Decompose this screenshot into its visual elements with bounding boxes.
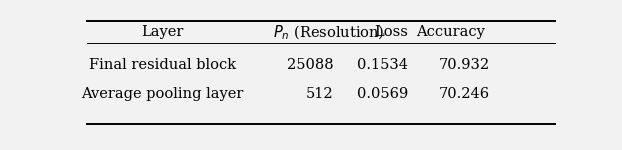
Text: Loss: Loss (374, 26, 408, 39)
Text: 70.932: 70.932 (439, 58, 490, 72)
Text: Average pooling layer: Average pooling layer (81, 87, 243, 101)
Text: Final residual block: Final residual block (88, 58, 236, 72)
Text: 512: 512 (305, 87, 333, 101)
Text: 0.1534: 0.1534 (357, 58, 408, 72)
Text: 70.246: 70.246 (439, 87, 490, 101)
Text: 0.0569: 0.0569 (356, 87, 408, 101)
Text: Accuracy: Accuracy (416, 26, 485, 39)
Text: 25088: 25088 (287, 58, 333, 72)
Text: Layer: Layer (141, 26, 183, 39)
Text: $P_n$ (Resolution): $P_n$ (Resolution) (272, 23, 384, 42)
